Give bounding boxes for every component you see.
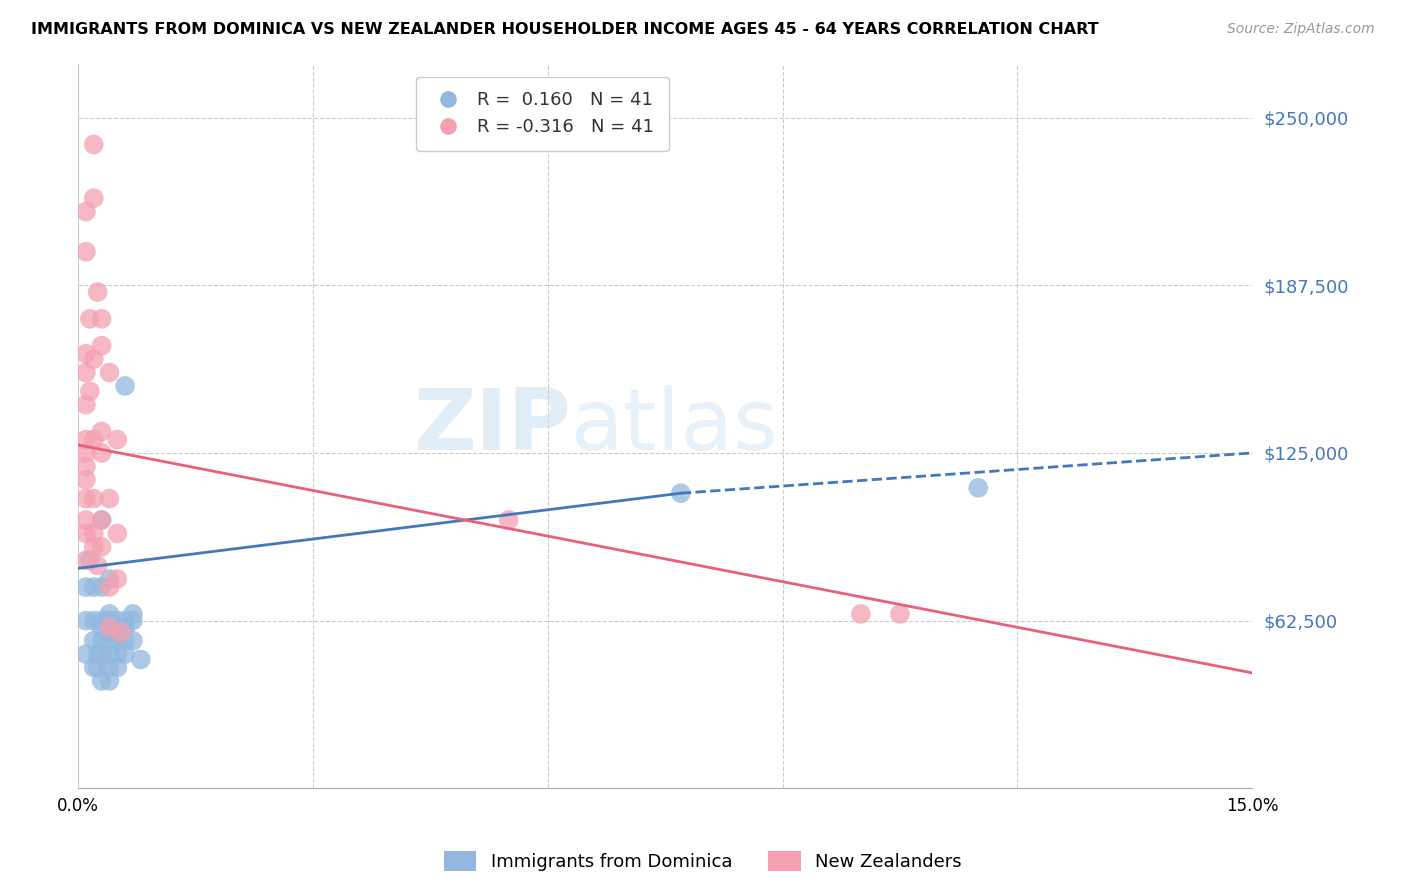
Point: [98, 366, 121, 380]
Text: Source: ZipAtlas.com: Source: ZipAtlas.com: [1227, 22, 1375, 37]
Point: [98, 660, 121, 674]
Point: [114, 614, 136, 628]
Point: [83, 540, 105, 554]
Point: [75, 553, 97, 567]
Point: [90, 614, 112, 628]
Point: [967, 481, 990, 495]
Point: [90, 633, 112, 648]
Point: [98, 491, 121, 506]
Point: [90, 540, 112, 554]
Point: [105, 633, 128, 648]
Point: [83, 491, 105, 506]
Point: [75, 647, 97, 661]
Point: [105, 572, 128, 586]
Point: [90, 425, 112, 439]
Point: [105, 647, 128, 661]
Point: [98, 614, 121, 628]
Point: [83, 580, 105, 594]
Point: [90, 513, 112, 527]
Point: [98, 580, 121, 594]
Text: IMMIGRANTS FROM DOMINICA VS NEW ZEALANDER HOUSEHOLDER INCOME AGES 45 - 64 YEARS : IMMIGRANTS FROM DOMINICA VS NEW ZEALANDE…: [31, 22, 1098, 37]
Point: [86, 660, 108, 674]
Point: [98, 572, 121, 586]
Point: [105, 660, 128, 674]
Point: [98, 607, 121, 621]
Point: [114, 633, 136, 648]
Point: [75, 580, 97, 594]
Point: [83, 614, 105, 628]
Point: [90, 673, 112, 688]
Point: [98, 620, 121, 634]
Point: [75, 204, 97, 219]
Point: [75, 513, 97, 527]
Point: [75, 398, 97, 412]
Point: [75, 433, 97, 447]
Point: [75, 526, 97, 541]
Text: ZIP: ZIP: [413, 384, 571, 467]
Point: [90, 339, 112, 353]
Point: [105, 433, 128, 447]
Point: [86, 647, 108, 661]
Point: [498, 513, 520, 527]
Point: [75, 459, 97, 474]
Point: [79, 553, 101, 567]
Text: atlas: atlas: [571, 384, 779, 467]
Point: [90, 620, 112, 634]
Point: [889, 607, 911, 621]
Point: [110, 625, 132, 640]
Point: [90, 311, 112, 326]
Point: [75, 347, 97, 361]
Point: [105, 614, 128, 628]
Point: [86, 558, 108, 573]
Point: [122, 614, 145, 628]
Point: [122, 633, 145, 648]
Point: [90, 580, 112, 594]
Point: [83, 191, 105, 205]
Point: [105, 526, 128, 541]
Point: [98, 625, 121, 640]
Point: [98, 647, 121, 661]
Legend: R =  0.160   N = 41, R = -0.316   N = 41: R = 0.160 N = 41, R = -0.316 N = 41: [416, 77, 669, 151]
Point: [75, 446, 97, 460]
Point: [75, 244, 97, 259]
Point: [114, 379, 136, 393]
Point: [75, 473, 97, 487]
Point: [83, 137, 105, 152]
Point: [83, 352, 105, 367]
Point: [79, 384, 101, 399]
Point: [98, 673, 121, 688]
Point: [83, 633, 105, 648]
Point: [90, 446, 112, 460]
Point: [114, 620, 136, 634]
Point: [98, 633, 121, 648]
Point: [83, 433, 105, 447]
Point: [669, 486, 692, 500]
Point: [114, 647, 136, 661]
Point: [75, 366, 97, 380]
Point: [86, 285, 108, 299]
Point: [129, 652, 152, 666]
Legend: Immigrants from Dominica, New Zealanders: Immigrants from Dominica, New Zealanders: [437, 844, 969, 879]
Point: [849, 607, 872, 621]
Point: [90, 513, 112, 527]
Point: [105, 620, 128, 634]
Point: [90, 647, 112, 661]
Point: [83, 526, 105, 541]
Point: [79, 311, 101, 326]
Point: [83, 660, 105, 674]
Point: [75, 491, 97, 506]
Point: [75, 614, 97, 628]
Point: [122, 607, 145, 621]
